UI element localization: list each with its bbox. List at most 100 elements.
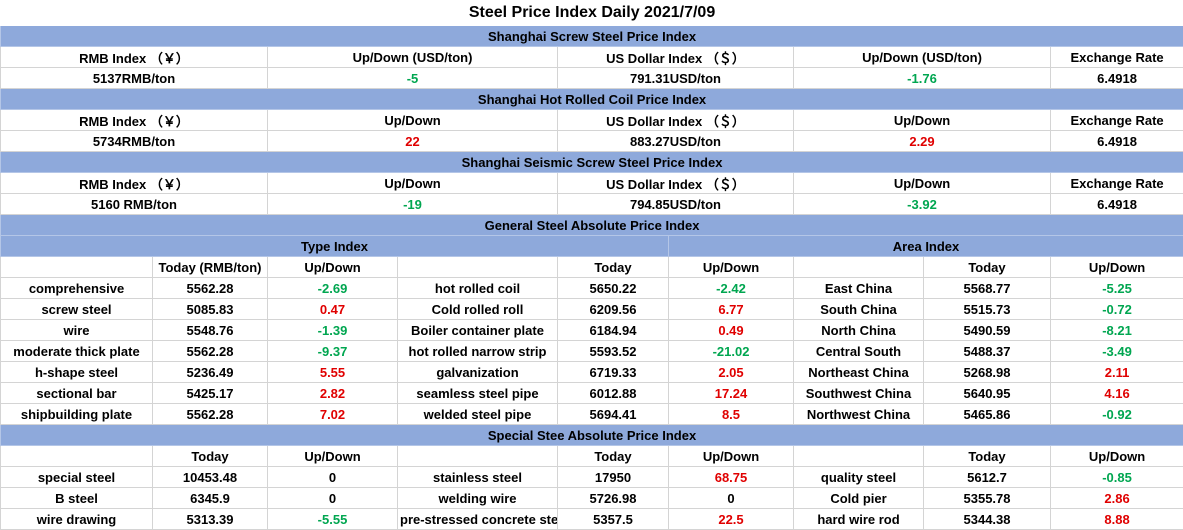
section-title: Shanghai Seismic Screw Steel Price Index: [0, 151, 1183, 173]
section-title-row: Shanghai Hot Rolled Coil Price Index: [0, 88, 1183, 110]
data-row: moderate thick plate 5562.28 -9.37 hot roll…: [0, 340, 1183, 362]
value-cell: 5137RMB/ton: [0, 67, 268, 89]
up-down-value: 2.05: [668, 361, 794, 383]
item-name: moderate thick plate: [0, 340, 153, 362]
today-value: 5568.77: [923, 277, 1051, 299]
data-row: special steel 10453.48 0 stainless steel 179…: [0, 466, 1183, 488]
column-header: US Dollar Index （＄）: [557, 172, 794, 194]
today-value: 5515.73: [923, 298, 1051, 320]
item-name: welding wire: [397, 487, 558, 509]
item-name: sectional bar: [0, 382, 153, 404]
column-header: Today: [557, 445, 669, 467]
today-value: 5650.22: [557, 277, 669, 299]
value-cell: -1.76: [793, 67, 1051, 89]
item-name: wire: [0, 319, 153, 341]
column-header: Up/Down: [267, 445, 398, 467]
header-row: Today Up/Down Today Up/Down Today Up/Down: [0, 445, 1183, 467]
value-cell: 5734RMB/ton: [0, 130, 268, 152]
section-title: Special Stee Absolute Price Index: [0, 424, 1183, 446]
today-value: 6719.33: [557, 361, 669, 383]
header-row: Today (RMB/ton) Up/Down Today Up/Down Today U…: [0, 256, 1183, 278]
column-header: Today: [557, 256, 669, 278]
item-name: shipbuilding plate: [0, 403, 153, 425]
today-value: 5562.28: [152, 277, 268, 299]
item-name: quality steel: [793, 466, 924, 488]
item-name: stainless steel: [397, 466, 558, 488]
value-row: 5734RMB/ton 22 883.27USD/ton 2.29 6.4918: [0, 130, 1183, 152]
today-value: 17950: [557, 466, 669, 488]
today-value: 6012.88: [557, 382, 669, 404]
today-value: 5593.52: [557, 340, 669, 362]
group-title: Type Index: [0, 235, 669, 257]
column-header: Up/Down (USD/ton): [267, 46, 558, 68]
today-value: 5694.41: [557, 403, 669, 425]
up-down-value: 6.77: [668, 298, 794, 320]
item-name: South China: [793, 298, 924, 320]
item-name: Cold rolled roll: [397, 298, 558, 320]
up-down-value: -0.85: [1049, 466, 1183, 488]
up-down-value: -9.37: [267, 340, 398, 362]
value-cell: -3.92: [793, 193, 1051, 215]
up-down-value: 2.86: [1049, 487, 1183, 509]
up-down-value: 2.11: [1049, 361, 1183, 383]
up-down-value: 0: [267, 487, 398, 509]
section-title: Shanghai Screw Steel Price Index: [0, 25, 1183, 47]
column-header: [0, 256, 153, 278]
today-value: 5488.37: [923, 340, 1051, 362]
item-name: hard wire rod: [793, 508, 924, 530]
item-name: galvanization: [397, 361, 558, 383]
up-down-value: 8.88: [1049, 508, 1183, 530]
item-name: hot rolled narrow strip: [397, 340, 558, 362]
data-row: shipbuilding plate 5562.28 7.02 welded stee…: [0, 403, 1183, 425]
value-cell: -19: [267, 193, 558, 215]
value-cell: 791.31USD/ton: [557, 67, 794, 89]
today-value: 5465.86: [923, 403, 1051, 425]
section-title-row: Shanghai Seismic Screw Steel Price Index: [0, 151, 1183, 173]
value-cell: 883.27USD/ton: [557, 130, 794, 152]
up-down-value: -0.72: [1049, 298, 1183, 320]
item-name: Northeast China: [793, 361, 924, 383]
today-value: 5357.5: [557, 508, 669, 530]
data-row: screw steel 5085.83 0.47 Cold rolled roll 62…: [0, 298, 1183, 320]
column-header: Today (RMB/ton): [152, 256, 268, 278]
sheet-title: Steel Price Index Daily 2021/7/09: [0, 0, 1183, 26]
today-value: 5236.49: [152, 361, 268, 383]
up-down-value: 2.82: [267, 382, 398, 404]
value-cell: 5160 RMB/ton: [0, 193, 268, 215]
up-down-value: 7.02: [267, 403, 398, 425]
column-header: Up/Down: [267, 256, 398, 278]
column-header: Up/Down: [668, 445, 794, 467]
value-cell: 6.4918: [1049, 193, 1183, 215]
column-header: Exchange Rate: [1049, 172, 1183, 194]
today-value: 5548.76: [152, 319, 268, 341]
up-down-value: -21.02: [668, 340, 794, 362]
today-value: 5562.28: [152, 403, 268, 425]
item-name: North China: [793, 319, 924, 341]
column-header: [397, 445, 558, 467]
item-name: B steel: [0, 487, 153, 509]
item-name: Cold pier: [793, 487, 924, 509]
group-row: Type Index Area Index: [0, 235, 1183, 257]
today-value: 5313.39: [152, 508, 268, 530]
item-name: East China: [793, 277, 924, 299]
today-value: 5726.98: [557, 487, 669, 509]
up-down-value: -5.55: [267, 508, 398, 530]
column-header: Up/Down: [668, 256, 794, 278]
column-header: RMB Index （￥）: [0, 46, 268, 68]
column-header: [793, 256, 924, 278]
up-down-value: -0.92: [1049, 403, 1183, 425]
item-name: Southwest China: [793, 382, 924, 404]
data-row: wire drawing 5313.39 -5.55 pre-stressed con…: [0, 508, 1183, 530]
up-down-value: 4.16: [1049, 382, 1183, 404]
up-down-value: 8.5: [668, 403, 794, 425]
up-down-value: 17.24: [668, 382, 794, 404]
value-cell: 794.85USD/ton: [557, 193, 794, 215]
up-down-value: -8.21: [1049, 319, 1183, 341]
item-name: Central South: [793, 340, 924, 362]
section-title: Shanghai Hot Rolled Coil Price Index: [0, 88, 1183, 110]
item-name: Northwest China: [793, 403, 924, 425]
column-header: US Dollar Index （＄）: [557, 109, 794, 131]
today-value: 5425.17: [152, 382, 268, 404]
up-down-value: -2.69: [267, 277, 398, 299]
